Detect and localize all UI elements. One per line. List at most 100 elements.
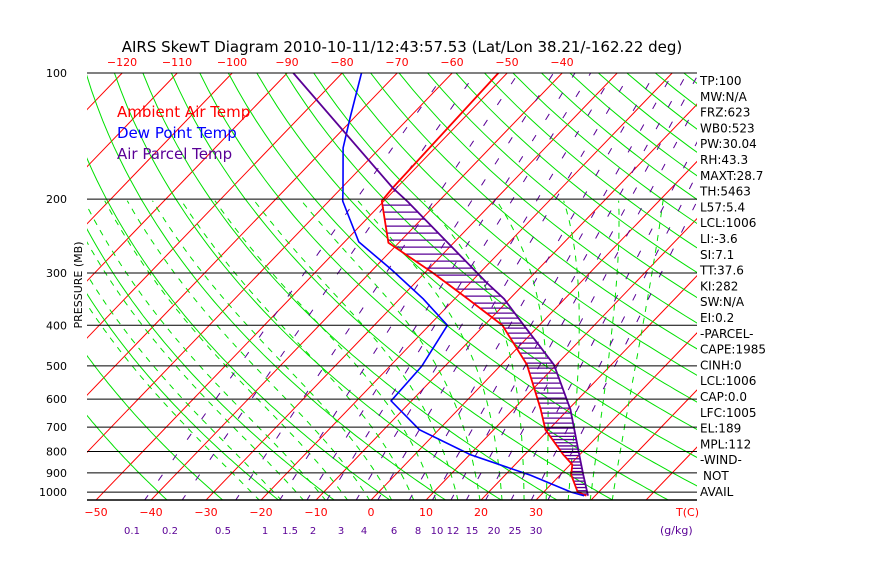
mixing-ratio-line [377,73,630,501]
mixing-ratio-tick-label: 6 [391,526,397,537]
pressure-tick-label: 800 [46,445,67,458]
bottom-temp-tick-label: −40 [139,506,162,519]
index-item: TT:37.6 [699,264,744,278]
moist-adiabat-line [590,201,619,501]
index-item: PW:30.04 [700,137,757,151]
isotherm-line [0,73,122,501]
top-temp-tick-label: −100 [217,56,247,69]
mixing-ratio-tick-label: 30 [530,526,543,537]
pressure-tick-label: 1000 [39,486,67,499]
pressure-tick-label: 400 [46,319,67,332]
index-item: LFC:1005 [700,406,757,420]
top-temp-tick-label: −80 [330,56,353,69]
moist-adiabat-line [153,201,393,501]
top-temp-tick-label: −120 [107,56,137,69]
index-item: EI:0.2 [700,311,734,325]
mixing-ratio-tick-label: 25 [509,526,522,537]
dry-adiabat-line [456,73,870,501]
mixing-ratio-tick-label: 0.5 [215,526,231,537]
dry-adiabat-line [342,73,870,501]
pressure-tick-label: 900 [46,467,67,480]
isotherm-line [0,73,12,501]
index-item: NOT [703,469,729,483]
index-item: WB0:523 [700,121,755,135]
index-item: MW:N/A [700,90,748,104]
isotherm-line [0,73,67,501]
mixing-ratio-tick-label: 15 [466,526,479,537]
index-item: CAP:0.0 [700,390,747,404]
dry-adiabat-line [228,73,726,501]
isotherm-line [645,73,870,501]
index-item: LCL:1006 [700,216,756,230]
index-item: LI:-3.6 [700,232,738,246]
moist-adiabat-line [497,201,548,501]
index-item: FRZ:623 [700,106,750,120]
mixing-ratio-tick-label: 0.1 [124,526,140,537]
bottom-temp-tick-label: 30 [529,506,543,519]
index-item: MPL:112 [700,437,751,451]
mixing-ratio-line [306,73,575,501]
top-temp-tick-label: −40 [550,56,573,69]
top-temp-tick-label: −60 [440,56,463,69]
mixing-ratio-line [279,73,553,501]
legend: Ambient Air Temp Dew Point Temp Air Parc… [117,103,250,163]
index-item: SW:N/A [700,295,745,309]
mixing-ratio-unit: (g/kg) [660,524,693,537]
mixing-ratio-tick-label: 0.2 [162,526,178,537]
index-item: LCL:1006 [700,374,756,388]
isotherm-line [480,73,870,501]
top-temp-tick-label: −70 [385,56,408,69]
dry-adiabat-line [314,73,870,501]
pressure-tick-label: 300 [46,267,67,280]
y-axis-label: PRESSURE (MB) [72,242,85,329]
index-item: TP:100 [699,74,742,88]
mixing-ratio-tick-label: 20 [488,526,501,537]
isotherm-line [40,73,452,501]
mixing-ratio-tick-label: 10 [431,526,444,537]
profiles [293,73,588,496]
index-item: RH:43.3 [700,153,748,167]
index-item: AVAIL [700,485,734,499]
mixing-ratio-tick-label: 8 [415,526,421,537]
top-temp-tick-label: −90 [275,56,298,69]
index-item: MAXT:28.7 [700,169,763,183]
pressure-tick-label: 600 [46,393,67,406]
bottom-temp-tick-label: −10 [304,506,327,519]
pressure-tick-label: 100 [46,67,67,80]
top-temp-tick-label: −50 [495,56,518,69]
bottom-temp-tick-label: −20 [249,506,272,519]
index-item: -PARCEL- [700,327,754,341]
dry-adiabat-line [399,73,870,501]
index-item: EL:189 [700,422,741,436]
index-item: L57:5.4 [700,200,745,214]
legend-dewpoint: Dew Point Temp [117,124,237,142]
mixing-ratio-tick-label: 3 [338,526,344,537]
bottom-temp-tick-label: 0 [368,506,375,519]
mixing-ratio-tick-label: 1.5 [282,526,298,537]
bottom-temp-tick-label: 20 [474,506,488,519]
pressure-tick-label: 200 [46,193,67,206]
index-item: -WIND- [700,453,742,467]
mixing-ratio-tick-label: 12 [447,526,460,537]
bottom-temp-tick-label: −30 [194,506,217,519]
chart-title: AIRS SkewT Diagram 2010-10-11/12:43:57.5… [122,38,683,56]
top-temp-tick-label: −110 [162,56,192,69]
bottom-temp-tick-label: 10 [419,506,433,519]
mixing-ratio-tick-label: 1 [262,526,268,537]
bottom-temp-tick-label: −50 [84,506,107,519]
pressure-tick-label: 700 [46,421,67,434]
index-item: CAPE:1985 [700,343,766,357]
dry-adiabat-line [655,73,870,501]
pressure-tick-label: 500 [46,360,67,373]
index-item: SI:7.1 [700,248,734,262]
x-axis-unit: T(C) [675,506,699,519]
index-item: CINH:0 [700,358,742,372]
mixing-ratio-tick-label: 2 [310,526,316,537]
index-item: KI:282 [700,279,738,293]
legend-ambient: Ambient Air Temp [117,103,250,121]
index-item: TH:5463 [699,185,751,199]
mixing-ratio-tick-label: 4 [361,526,367,537]
